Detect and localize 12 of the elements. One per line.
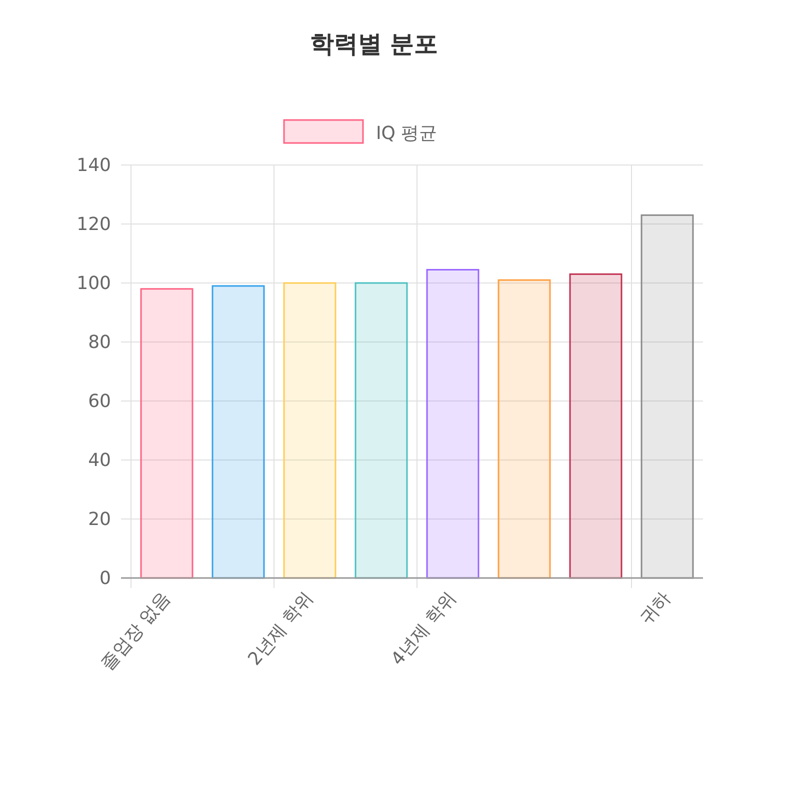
y-tick-label: 60 [88, 391, 111, 412]
y-tick-label: 80 [88, 332, 111, 353]
x-tick-label: 귀하 [636, 588, 676, 629]
legend-item: IQ 평균 [283, 119, 438, 144]
y-tick-label: 40 [88, 450, 111, 471]
y-tick-label: 100 [76, 273, 111, 294]
y-tick-label: 120 [76, 214, 111, 235]
y-tick-label: 140 [76, 155, 111, 176]
y-tick-label: 20 [88, 509, 111, 530]
legend-label: IQ 평균 [376, 123, 438, 144]
y-tick-label: 0 [100, 568, 111, 589]
chart-title: 학력별 분포 [310, 30, 438, 58]
